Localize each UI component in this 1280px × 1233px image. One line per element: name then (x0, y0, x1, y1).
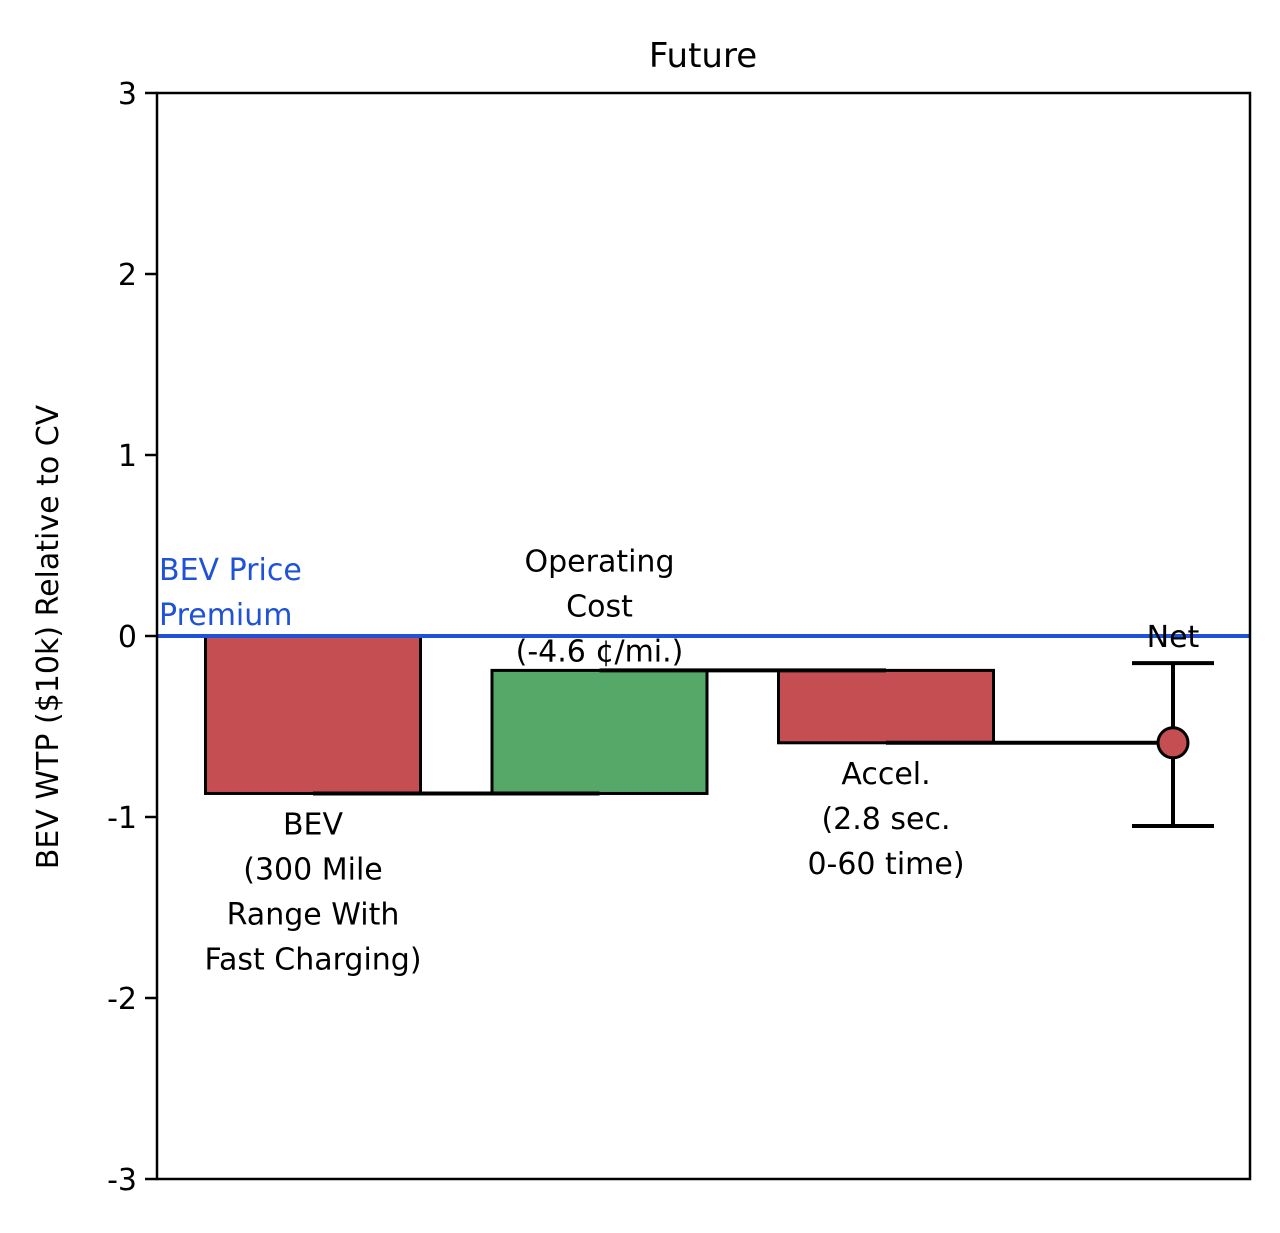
step-label: BEV (300 Mile Range With Fast Charging) (204, 807, 421, 977)
y-tick-label: -3 (107, 1163, 137, 1198)
waterfall-bar (490, 668, 709, 795)
y-tick-label: -2 (107, 982, 137, 1017)
chart-title: Future (649, 36, 757, 76)
y-tick-label: 0 (118, 620, 137, 655)
waterfall-bar (777, 668, 995, 745)
price-premium-label: BEV Price Premium (159, 553, 302, 633)
connector-lines (313, 668, 1173, 796)
net-point (1156, 726, 1190, 760)
y-axis-label: BEV WTP ($10k) Relative to CV (31, 404, 66, 869)
y-tick-label: -1 (107, 801, 137, 836)
y-tick-label: 3 (118, 77, 137, 112)
waterfall-bar (204, 634, 422, 795)
plot-frame (155, 91, 1252, 1181)
net-label: Net (1147, 620, 1200, 655)
net-marker: Net (1132, 620, 1214, 829)
y-tick-label: 2 (118, 258, 137, 293)
step-label: Operating Cost (-4.6 ¢/mi.) (516, 544, 684, 669)
y-axis-ticks: 3 2 1 0 -1 -2 -3 (107, 77, 157, 1198)
y-tick-label: 1 (118, 439, 137, 474)
step-label: Accel. (2.8 sec. 0-60 time) (807, 757, 964, 882)
step-labels: BEV (300 Mile Range With Fast Charging) Oper… (204, 544, 964, 977)
